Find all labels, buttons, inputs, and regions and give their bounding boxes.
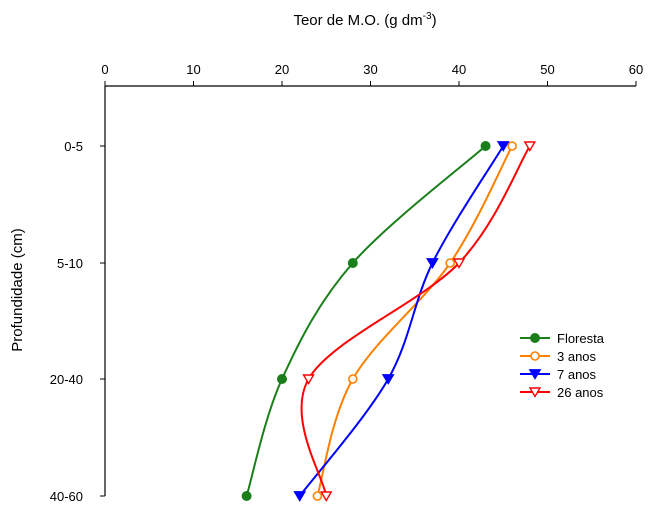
data-point: [302, 374, 315, 385]
legend-marker: [530, 351, 540, 361]
data-point: [523, 141, 537, 152]
y-tick-label: 40-60: [50, 489, 83, 504]
series-line: [300, 145, 531, 497]
x-tick-label: 0: [101, 62, 108, 77]
data-point: [426, 258, 439, 269]
legend-marker: [530, 333, 540, 343]
data-point: [293, 491, 307, 502]
data-point: [445, 258, 455, 268]
x-tick-label: 50: [540, 62, 554, 77]
x-tick-label: 40: [452, 62, 466, 77]
y-tick-label: 20-40: [50, 372, 83, 387]
data-point: [496, 141, 510, 152]
data-point: [347, 374, 358, 384]
data-point: [312, 491, 323, 501]
series-line: [316, 145, 513, 497]
y-ticks: 0-5 5-10 20-40 40-60: [50, 139, 105, 504]
x-tick-label: 10: [186, 62, 200, 77]
data-point: [381, 374, 395, 385]
series-lines: [245, 145, 531, 497]
legend-marker: [528, 369, 542, 380]
y-tick-label: 0-5: [64, 139, 83, 154]
data-point: [452, 258, 466, 269]
x-tick-label: 30: [363, 62, 377, 77]
data-point: [480, 141, 491, 151]
x-tick-label: 60: [629, 62, 643, 77]
series-markers: [241, 141, 537, 502]
data-point: [347, 258, 358, 268]
x-ticks: 0 10 20 30 40 50 60: [101, 62, 643, 86]
data-point: [507, 141, 517, 151]
legend-label: 26 anos: [557, 385, 604, 400]
legend-marker: [528, 387, 542, 398]
legend-label: 3 anos: [557, 349, 597, 364]
legend: Floresta 3 anos 7 anos 26 anos: [520, 331, 605, 400]
y-axis-title: Profundidade (cm): [9, 228, 26, 351]
y-tick-label: 5-10: [57, 256, 83, 271]
x-axis-title: Teor de M.O. (g dm-3): [293, 11, 436, 29]
data-point: [277, 374, 287, 384]
legend-label: Floresta: [557, 331, 605, 346]
data-point: [320, 491, 333, 502]
series-line: [245, 145, 487, 497]
data-point: [241, 491, 252, 501]
series-line: [298, 145, 505, 497]
x-tick-label: 20: [275, 62, 289, 77]
legend-label: 7 anos: [557, 367, 597, 382]
